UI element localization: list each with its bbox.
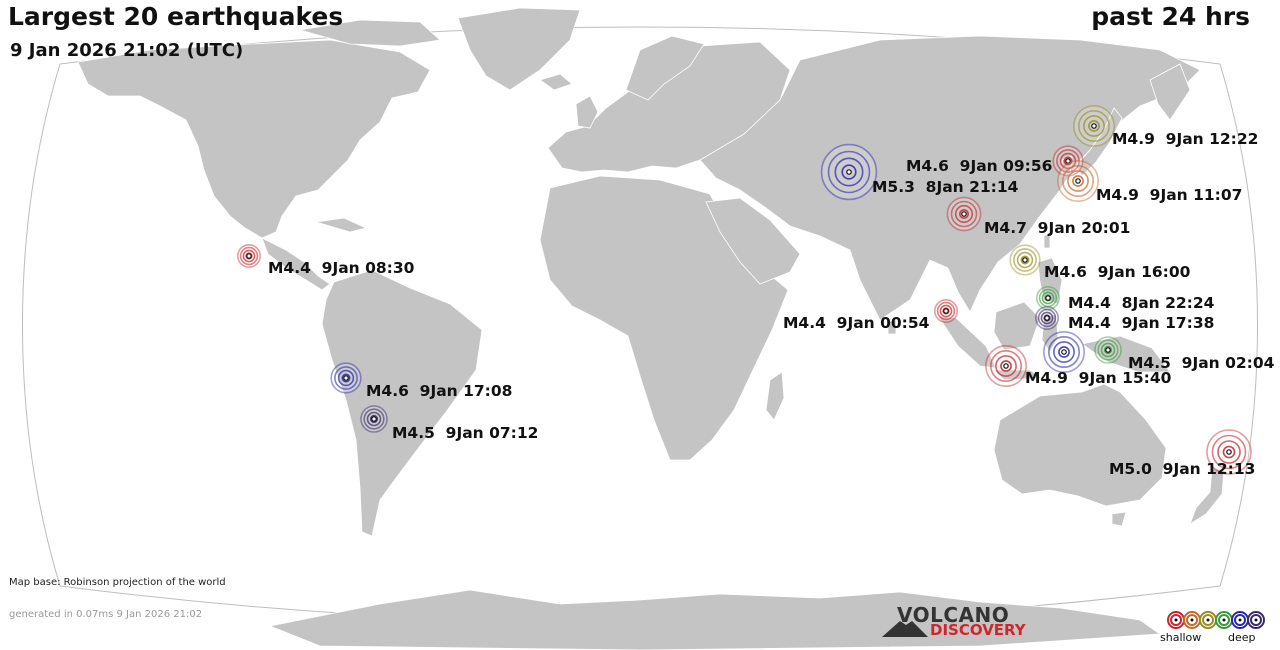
earthquake-marker[interactable]: [330, 362, 362, 394]
earthquake-markers: [237, 105, 1252, 475]
tasmania: [1111, 511, 1127, 527]
earthquake-marker[interactable]: [1206, 429, 1252, 475]
legend-ring: [1250, 614, 1262, 626]
philippines: [1037, 257, 1063, 305]
eq-label: M4.6 9Jan 17:08: [366, 382, 513, 400]
eq-label: M4.4 9Jan 17:38: [1068, 314, 1215, 332]
logo-text-discovery: DISCOVERY: [930, 621, 1026, 639]
map-base-note: Map base: Robinson projection of the wor…: [9, 577, 226, 588]
borneo: [993, 301, 1041, 351]
legend-ring: [1170, 614, 1182, 626]
earthquake-marker[interactable]: [1036, 285, 1061, 310]
earthquake-marker[interactable]: [820, 143, 878, 201]
depth-legend: shallow deep: [1160, 608, 1270, 648]
arabia: [705, 197, 801, 285]
time-period: past 24 hrs: [1091, 2, 1250, 31]
eq-label: M4.6 9Jan 09:56: [906, 157, 1053, 175]
uk: [575, 95, 599, 129]
new-zealand: [1189, 467, 1225, 525]
sri-lanka: [887, 319, 897, 335]
legend-ring: [1186, 614, 1198, 626]
scandinavia: [625, 35, 705, 101]
eq-label: M4.9 9Jan 11:07: [1096, 186, 1243, 204]
volcano-icon: [882, 621, 928, 637]
earthquake-marker[interactable]: [946, 196, 982, 232]
eq-label: M4.4 8Jan 22:24: [1068, 294, 1215, 312]
depth-legend-rings: [1167, 611, 1265, 629]
earthquake-marker[interactable]: [1057, 160, 1100, 203]
logo-text-volcano: VOLCANO: [897, 603, 1010, 627]
legend-ring: [1218, 614, 1230, 626]
cuba: [315, 217, 368, 233]
legend-shallow-label: shallow: [1160, 631, 1202, 644]
greenland: [457, 7, 581, 91]
eq-label: M5.3 8Jan 21:14: [872, 178, 1019, 196]
eq-label: M4.9 9Jan 15:40: [1025, 369, 1172, 387]
eq-label: M4.6 9Jan 16:00: [1044, 263, 1191, 281]
earthquake-marker[interactable]: [933, 298, 958, 323]
asia: [699, 35, 1201, 321]
iceland: [539, 73, 573, 91]
eq-label: M4.5 9Jan 02:04: [1128, 354, 1275, 372]
earthquake-marker[interactable]: [237, 244, 262, 269]
japan: [1075, 107, 1123, 177]
arctic-islands: [299, 19, 441, 47]
generated-note: generated in 0.07ms 9 Jan 2026 21:02: [9, 609, 203, 620]
earthquake-marker[interactable]: [1073, 105, 1116, 148]
legend-deep-label: deep: [1228, 631, 1256, 644]
volcano-discovery-logo: VOLCANO DISCOVERY: [880, 603, 1040, 643]
south-america: [321, 269, 483, 537]
kamchatka: [1149, 63, 1191, 121]
earthquake-marker[interactable]: [1094, 336, 1122, 364]
earthquake-marker[interactable]: [1009, 244, 1041, 276]
map-date: 9 Jan 2026 21:02 (UTC): [10, 40, 244, 61]
australia: [993, 383, 1167, 507]
earthquake-marker[interactable]: [1052, 145, 1084, 177]
eq-label: M5.0 9Jan 12:13: [1109, 460, 1256, 478]
eq-label: M4.5 9Jan 07:12: [392, 424, 539, 442]
north-america: [77, 39, 431, 239]
eq-label: M4.7 9Jan 20:01: [984, 219, 1131, 237]
earthquake-marker[interactable]: [984, 344, 1027, 387]
central-america: [261, 237, 331, 291]
page-title: Largest 20 earthquakes: [8, 2, 344, 31]
eq-label: M4.9 9Jan 12:22: [1112, 130, 1259, 148]
eq-label: M4.4 9Jan 08:30: [268, 259, 415, 277]
antarctica: [268, 589, 1162, 650]
legend-ring: [1202, 614, 1214, 626]
earthquake-marker[interactable]: [1035, 305, 1060, 330]
eq-label: M4.4 9Jan 00:54: [783, 314, 930, 332]
taiwan: [1043, 231, 1051, 249]
legend-ring: [1234, 614, 1246, 626]
earthquake-marker[interactable]: [1043, 330, 1086, 373]
madagascar: [765, 371, 785, 421]
earthquake-marker[interactable]: [360, 405, 388, 433]
